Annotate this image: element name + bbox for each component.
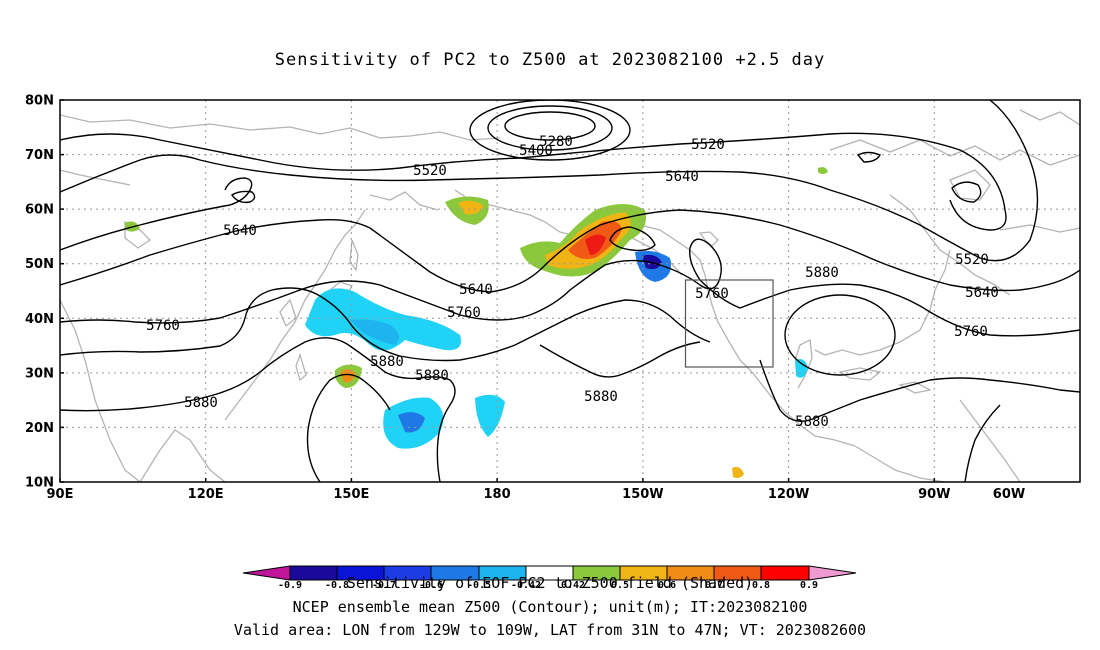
lon-label-180: 180 <box>484 487 511 502</box>
colorbar-tick: -0.6 <box>419 580 443 591</box>
colorbar-tick: 0.42 <box>561 580 585 591</box>
lon-label-120e: 120E <box>188 487 224 502</box>
contour-label: 5640 <box>965 285 999 301</box>
lon-label-90w: 90W <box>918 487 950 502</box>
latitude-labels: 80N 70N 60N 50N 40N 30N 20N 10N <box>25 94 54 491</box>
contour-label: 5760 <box>447 305 481 321</box>
contour-label: 5520 <box>413 163 447 179</box>
colorbar-segment <box>290 566 337 580</box>
caption-contour-description: NCEP ensemble mean Z500 (Contour); unit(… <box>292 598 808 616</box>
colorbar-segment <box>809 566 856 580</box>
colorbar-tick: 0.8 <box>752 580 770 591</box>
colorbar-tick: -0.7 <box>372 580 396 591</box>
longitude-labels: 90E 120E 150E 180 150W 120W 90W 60W <box>47 487 1026 502</box>
lat-label-80n: 80N <box>25 94 54 109</box>
lat-label-40n: 40N <box>25 312 54 327</box>
colorbar-segment <box>573 566 620 580</box>
lat-label-20n: 20N <box>25 421 54 436</box>
colorbar-tick: 0.9 <box>800 580 818 591</box>
plot-frame <box>59 99 1081 483</box>
lon-label-90e: 90E <box>47 487 74 502</box>
colorbar-segment <box>243 566 290 580</box>
z500-contours <box>60 100 1080 482</box>
colorbar-tick: 0.6 <box>658 580 676 591</box>
lat-label-70n: 70N <box>25 148 54 163</box>
chart-title: Sensitivity of PC2 to Z500 at 2023082100… <box>274 50 826 70</box>
lon-label-60w: 60W <box>993 487 1025 502</box>
lon-label-150w: 150W <box>622 487 663 502</box>
contour-label: 5880 <box>415 368 449 384</box>
contour-label: 5280 <box>539 134 573 150</box>
contour-label: 5760 <box>695 286 729 302</box>
colorbar-segment <box>620 566 667 580</box>
axis-ticks <box>59 99 936 483</box>
contour-label: 5640 <box>459 282 493 298</box>
sensitivity-shading <box>125 167 828 478</box>
colorbar-tick: -0.8 <box>325 580 349 591</box>
colorbar-tick: -0.42 <box>511 580 541 591</box>
contour-label: 5400 <box>519 143 553 159</box>
colorbar-segment <box>384 566 431 580</box>
colorbar-segment <box>526 566 573 580</box>
contour-label: 5520 <box>955 252 989 268</box>
lat-label-30n: 30N <box>25 366 54 381</box>
contour-label: 5880 <box>184 395 218 411</box>
colorbar-segment <box>667 566 714 580</box>
lon-label-150e: 150E <box>333 487 369 502</box>
colorbar-tick: 0.7 <box>705 580 723 591</box>
lon-label-120w: 120W <box>768 487 809 502</box>
colorbar-segment <box>714 566 761 580</box>
caption-shading-description: Sensitivity of EOF PC2 to Z500 field (Sh… <box>346 574 754 592</box>
contour-label: 5640 <box>223 223 257 239</box>
colorbar-tick: 0.5 <box>611 580 629 591</box>
lat-label-60n: 60N <box>25 203 54 218</box>
caption-valid-area: Valid area: LON from 129W to 109W, LAT f… <box>233 621 867 639</box>
colorbar-segment <box>479 566 526 580</box>
valid-area-box <box>684 279 774 368</box>
contour-label: 5880 <box>584 389 618 405</box>
contour-label: 5880 <box>795 414 829 430</box>
grid-lines <box>60 100 1080 482</box>
contour-label: 5640 <box>665 169 699 185</box>
contour-label: 5880 <box>370 354 404 370</box>
contour-label: 5760 <box>954 324 988 340</box>
colorbar: -0.9 -0.8 -0.7 -0.6 -0.5 -0.42 0.42 0.5 … <box>242 565 857 591</box>
colorbar-tick: -0.5 <box>467 580 491 591</box>
contour-label: 5760 <box>146 318 180 334</box>
colorbar-segment <box>337 566 384 580</box>
coastlines <box>60 109 1080 482</box>
colorbar-segment <box>431 566 479 580</box>
colorbar-segment <box>761 566 809 580</box>
lat-label-10n: 10N <box>25 476 54 491</box>
contour-labels: 5280 5400 5520 5520 5520 5640 5640 5640 … <box>146 134 999 430</box>
lat-label-50n: 50N <box>25 257 54 272</box>
contour-label: 5520 <box>691 137 725 153</box>
contour-label: 5880 <box>805 265 839 281</box>
colorbar-tick: -0.9 <box>278 580 302 591</box>
